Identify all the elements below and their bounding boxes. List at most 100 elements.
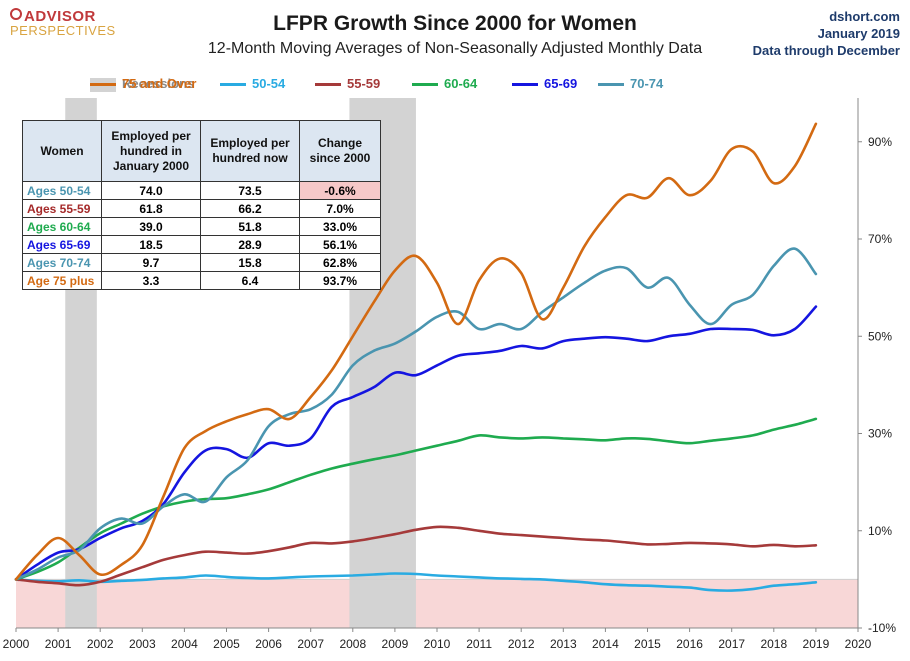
x-tick-label: 2000 xyxy=(3,637,30,651)
cell-2000: 9.7 xyxy=(101,253,201,272)
table-row: Ages 65-69 18.5 28.9 56.1% xyxy=(22,235,381,254)
legend-label: 75 and Over xyxy=(122,76,197,91)
legend-swatch-line xyxy=(315,83,341,87)
x-tick-label: 2017 xyxy=(718,637,745,651)
table-row: Age 75 plus 3.3 6.4 93.7% xyxy=(22,271,381,290)
cell-change: 7.0% xyxy=(299,199,381,218)
series-line-60-64 xyxy=(14,417,818,581)
series-layer xyxy=(14,122,818,592)
legend-label: 55-59 xyxy=(347,76,381,91)
legend-item: 55-59 xyxy=(315,76,380,91)
legend-swatch-line xyxy=(512,83,538,87)
summary-header-2000: Employed per hundred in January 2000 xyxy=(101,120,201,182)
advisor-perspectives-logo: ADVISOR PERSPECTIVES xyxy=(10,8,116,37)
row-label: Ages 50-54 xyxy=(22,181,102,200)
legend-swatch-line xyxy=(598,83,624,87)
cell-2000: 74.0 xyxy=(101,181,201,200)
cell-change: 62.8% xyxy=(299,253,381,272)
logo-ring-icon xyxy=(10,8,22,20)
x-tick-label: 2012 xyxy=(508,637,535,651)
x-tick-label: 2005 xyxy=(213,637,240,651)
x-tick-label: 2018 xyxy=(760,637,787,651)
legend-label: 60-64 xyxy=(444,76,478,91)
x-tick-label: 2001 xyxy=(45,637,72,651)
legend-item: 60-64 xyxy=(412,76,477,91)
logo-line2: PERSPECTIVES xyxy=(10,23,116,38)
x-tick-label: 2008 xyxy=(339,637,366,651)
x-tick-label: 2020 xyxy=(845,637,872,651)
summary-header-now: Employed per hundred now xyxy=(200,120,300,182)
table-row: Ages 70-74 9.7 15.8 62.8% xyxy=(22,253,381,272)
series-line-50-54 xyxy=(14,572,818,592)
legend-item: 50-54 xyxy=(220,76,285,91)
table-row: Ages 60-64 39.0 51.8 33.0% xyxy=(22,217,381,236)
x-tick-label: 2004 xyxy=(171,637,198,651)
legend-swatch-line xyxy=(90,83,116,87)
y-tick-label: 50% xyxy=(868,329,892,343)
legend-item: 70-74 xyxy=(598,76,663,91)
x-tick-label: 2014 xyxy=(592,637,619,651)
cell-now: 66.2 xyxy=(200,199,300,218)
cell-change: -0.6% xyxy=(299,181,381,200)
x-tick-label: 2019 xyxy=(803,637,830,651)
legend-label: 70-74 xyxy=(630,76,664,91)
chart-subtitle: 12-Month Moving Averages of Non-Seasonal… xyxy=(207,40,703,57)
cell-now: 6.4 xyxy=(200,271,300,290)
source-site: dshort.com xyxy=(829,9,900,24)
cell-2000: 61.8 xyxy=(101,199,201,218)
x-tick-label: 2009 xyxy=(382,637,409,651)
x-tick-label: 2002 xyxy=(87,637,114,651)
series-line-65-69 xyxy=(14,305,818,581)
row-label: Ages 65-69 xyxy=(22,235,102,254)
y-tick-label: 90% xyxy=(868,135,892,149)
series-line-70-74 xyxy=(14,247,818,581)
series-line-75-and-over xyxy=(14,122,818,581)
legend-item: 65-69 xyxy=(512,76,577,91)
cell-2000: 3.3 xyxy=(101,271,201,290)
legend-swatch-line xyxy=(220,83,246,87)
table-row: Ages 55-59 61.8 66.2 7.0% xyxy=(22,199,381,218)
axis-layer: -10% 10% 30% 50% 70% 90% 2000 2001 2002 2003 2004 2… xyxy=(3,98,896,651)
cell-now: 28.9 xyxy=(200,235,300,254)
cell-now: 51.8 xyxy=(200,217,300,236)
cell-now: 15.8 xyxy=(200,253,300,272)
row-label: Ages 70-74 xyxy=(22,253,102,272)
legend-label: Recessions xyxy=(122,76,195,91)
legend-swatch-line xyxy=(412,83,438,87)
logo-line1: ADVISOR xyxy=(24,8,96,25)
summary-table: Women Employed per hundred in January 20… xyxy=(22,120,381,290)
cell-change: 56.1% xyxy=(299,235,381,254)
y-tick-label: 70% xyxy=(868,232,892,246)
chart-title: LFPR Growth Since 2000 for Women xyxy=(273,12,637,35)
source-block: dshort.com January 2019 Data through Dec… xyxy=(753,8,900,59)
summary-header-women: Women xyxy=(22,120,102,182)
x-tick-label: 2016 xyxy=(676,637,703,651)
summary-table-header-row: Women Employed per hundred in January 20… xyxy=(22,120,381,182)
x-tick-label: 2015 xyxy=(634,637,661,651)
y-tick-label: -10% xyxy=(868,621,896,635)
x-tick-label: 2013 xyxy=(550,637,577,651)
cell-2000: 39.0 xyxy=(101,217,201,236)
source-note: Data through December xyxy=(752,43,900,58)
series-line-55-59 xyxy=(14,525,818,587)
x-tick-label: 2011 xyxy=(466,637,492,651)
row-label: Ages 60-64 xyxy=(22,217,102,236)
y-tick-label: 30% xyxy=(868,427,892,441)
table-row: Ages 50-54 74.0 73.5 -0.6% xyxy=(22,181,381,200)
x-tick-label: 2003 xyxy=(129,637,156,651)
y-tick-label: 10% xyxy=(868,524,892,538)
source-date: January 2019 xyxy=(817,26,900,41)
cell-change: 93.7% xyxy=(299,271,381,290)
row-label: Age 75 plus xyxy=(22,271,102,290)
cell-now: 73.5 xyxy=(200,181,300,200)
x-tick-label: 2010 xyxy=(424,637,451,651)
legend-label: 65-69 xyxy=(544,76,578,91)
negative-region xyxy=(16,579,858,628)
cell-change: 33.0% xyxy=(299,217,381,236)
summary-table-body: Ages 50-54 74.0 73.5 -0.6% Ages 55-59 61.8 66.… xyxy=(22,181,381,290)
cell-2000: 18.5 xyxy=(101,235,201,254)
x-tick-label: 2006 xyxy=(255,637,282,651)
summary-header-change: Change since 2000 xyxy=(299,120,381,182)
